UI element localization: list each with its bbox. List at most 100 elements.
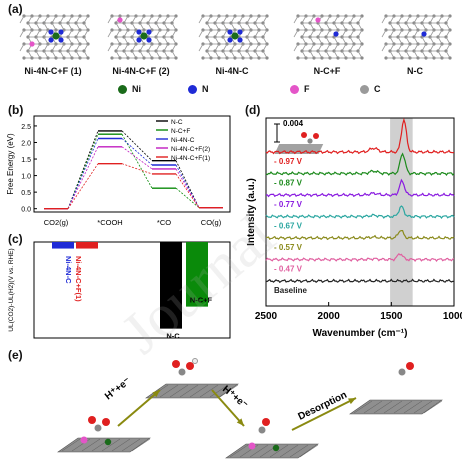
energy-connector [67,134,99,209]
cc-bond [19,29,25,38]
carbon-atom [307,138,313,144]
lattice-line [179,384,199,398]
spectrum-line [265,117,455,155]
structure-label: N-C+F [313,66,341,76]
oxygen-atom [301,132,307,138]
lattice-line [279,444,299,458]
lattice-line [289,444,309,458]
spectrum-line [265,252,455,262]
spectrum-line [266,230,455,241]
nickel-atom [272,444,280,452]
bar-label: N-C [166,332,180,341]
n-atom-icon [188,84,197,94]
nitrogen-atom [333,31,339,37]
nitrogen-atom [136,29,142,35]
energy-connector [121,138,153,166]
fluorine-atom [117,17,123,23]
atom-legend-label: Ni [132,84,141,94]
energy-connector [175,164,200,208]
graphene-sheet [198,14,269,60]
spectrum-label: - 0.77 V [274,200,303,209]
lattice-line [229,444,249,458]
legend-label: Ni-4N-C [171,137,195,144]
lattice-line [403,400,423,414]
structure-label: Ni-4N-C+F (2) [112,66,170,76]
y-tick-label: 0.0 [21,207,31,214]
atom-legend-c: C [360,84,381,94]
cc-bond [381,43,387,52]
y-axis-label: Free Energy (eV) [6,133,15,195]
panel-label-b: (b) [8,103,24,117]
nitrogen-atom [227,37,233,43]
arrow-head [236,418,244,426]
y-axis-label: Intensity (a.u.) [246,178,257,246]
cc-bond [198,15,204,24]
atom-legend-label: C [374,84,381,94]
reaction-arrow-3 [291,397,357,431]
oxygen-atom [313,133,319,139]
fluorine-atom [29,41,35,47]
cc-bond [293,29,299,38]
energy-connector [67,138,99,209]
nitrogen-atom [48,29,54,35]
c-atom-icon [360,84,369,94]
lattice-line [209,384,229,398]
nickel-atom [140,32,148,40]
cc-bond [293,15,299,24]
lattice-line [199,384,219,398]
energy-connector [121,146,153,170]
lattice-line [169,384,189,398]
x-tick-label: 2500 [255,311,278,322]
x-tick-label: 1500 [380,311,403,322]
plot-frame [265,117,455,307]
cc-bond [19,15,25,24]
nitrogen-atom [421,31,427,37]
oxygen-atom [88,416,96,424]
spectrum-line [265,178,455,198]
lattice-line [383,400,403,414]
carbon-atom [30,56,34,60]
legend-label: N-C [171,119,183,126]
graphene-sheet [381,14,452,60]
x-category-label: *COOH [97,218,122,227]
carbon-atom [174,56,178,60]
oxygen-atom [262,418,270,426]
structure-label: Ni-4N-C+F (1) [24,66,82,76]
arrow-head [348,398,356,405]
bar-label: Ni-4N-C [64,256,73,284]
legend-label: Ni-4N-C+F(1) [171,155,210,162]
cc-bond [19,43,25,52]
x-category-label: *CO [157,218,171,227]
nickel-atom [52,32,60,40]
nitrogen-atom [237,37,243,43]
nitrogen-atom [146,37,152,43]
panel-label-d: (d) [245,103,261,117]
spectrum-line [265,205,455,219]
carbon-atom [360,56,364,60]
nitrogen-atom [136,37,142,43]
reaction-arrow-1 [117,389,161,427]
lattice-line [219,384,239,398]
y-tick-label: 2.0 [21,140,31,147]
lattice-line [269,444,289,458]
ir-spectra-chart: 2500 2000 1500 1000 Wavenumber (cm⁻¹) Intensi… [246,117,462,339]
carbon-atom [94,424,102,432]
energy-connector [175,187,200,209]
lattice-line [373,400,393,414]
graphene-sheet [19,14,90,60]
spectrum-label: - 0.87 V [274,179,303,188]
nitrogen-atom [48,37,54,43]
cc-bond [198,29,204,38]
nitrogen-atom [237,29,243,35]
nitrogen-atom [146,29,152,35]
lattice-line [393,400,413,414]
atom-legend-ni: Ni [118,84,141,94]
hydrogen-atom [192,358,198,364]
step-label-1: H⁺+e⁻ [103,376,133,403]
mechanism-diagram: H⁺+e⁻ H⁺+e⁻ Desorption [57,358,443,459]
atom-legend-n: N [188,84,209,94]
spectrum-line [265,278,455,284]
nickel-atom [104,438,112,446]
carbon-atom [86,56,90,60]
structure-label: Ni-4N-C [215,66,249,76]
